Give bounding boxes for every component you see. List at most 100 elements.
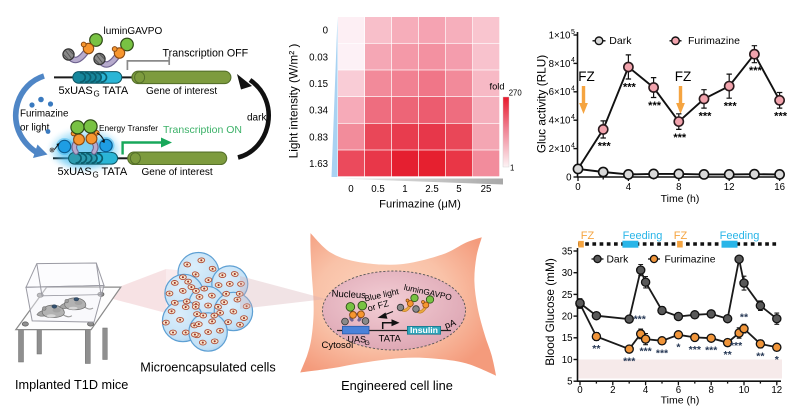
svg-text:Energy Transfer: Energy Transfer [99,123,158,133]
svg-text:***: *** [774,111,788,123]
svg-text:Time (h): Time (h) [661,395,700,407]
svg-text:6×10: 6×10 [549,87,571,98]
svg-text:4: 4 [626,182,632,193]
svg-text:dark: dark [247,113,267,124]
svg-text:8: 8 [676,182,681,193]
svg-text:Insulin: Insulin [410,325,438,335]
svg-text:5: 5 [571,29,575,36]
svg-text:Microencapsulated cells: Microencapsulated cells [140,361,275,375]
svg-text:***: *** [598,141,612,153]
svg-text:1: 1 [510,164,514,173]
svg-text:4×10: 4×10 [549,116,571,127]
svg-text:Feeding: Feeding [623,230,663,242]
svg-text:12: 12 [724,182,735,193]
svg-text:2: 2 [610,385,615,396]
svg-text:***: *** [730,340,743,352]
svg-text:6: 6 [676,385,681,396]
svg-text:5xUAS: 5xUAS [59,85,93,97]
svg-text:0.5: 0.5 [371,184,384,195]
svg-text:Implanted T1D mice: Implanted T1D mice [15,378,128,392]
svg-text:Time (h): Time (h) [661,193,700,205]
svg-text:20: 20 [562,312,573,323]
svg-text:8: 8 [709,385,714,396]
svg-text:Gluc activity (RLU): Gluc activity (RLU) [535,55,549,153]
svg-text:0: 0 [348,184,354,195]
svg-text:4: 4 [571,142,575,149]
svg-text:1×10: 1×10 [549,30,571,41]
svg-text:Blood Glucose (mM): Blood Glucose (mM) [543,258,557,366]
svg-text:***: *** [749,65,763,77]
svg-text:15: 15 [562,333,573,344]
svg-text:Dark: Dark [609,35,632,47]
svg-text:G: G [365,340,370,347]
svg-text:luminGAVPO: luminGAVPO [104,26,163,37]
svg-text:***: *** [623,82,637,94]
svg-text:4: 4 [571,57,575,64]
svg-text:2.5: 2.5 [425,184,438,195]
svg-text:Furimazine (μM): Furimazine (μM) [379,199,461,211]
svg-text:***: *** [623,356,636,368]
svg-text:pA: pA [443,317,458,331]
svg-text:TATA: TATA [102,166,128,178]
svg-text:Furimazine: Furimazine [688,35,740,47]
svg-text:0: 0 [323,26,329,37]
svg-text:***: *** [648,100,662,112]
svg-text:***: *** [699,111,713,123]
svg-text:**: ** [740,312,749,324]
svg-text:**: ** [724,349,733,361]
svg-text:0.83: 0.83 [309,132,328,143]
svg-text:Light intensity (W/m² ): Light intensity (W/m² ) [287,44,301,159]
svg-text:Transcription ON: Transcription ON [163,124,242,136]
svg-text:Cytosol: Cytosol [322,340,354,351]
svg-text:4: 4 [643,385,649,396]
svg-text:Furimazine: Furimazine [665,255,716,266]
svg-text:Gene of interest: Gene of interest [142,167,213,178]
svg-text:FZ: FZ [581,230,595,242]
svg-text:35: 35 [562,246,573,257]
svg-text:Gene of interest: Gene of interest [146,86,217,97]
svg-text:25: 25 [562,290,573,301]
svg-text:5: 5 [456,184,461,195]
svg-text:FZ: FZ [675,69,692,84]
svg-text:Feeding: Feeding [720,230,760,242]
svg-text:Engineered cell line: Engineered cell line [341,378,453,393]
svg-text:5xUAS: 5xUAS [58,166,92,178]
svg-text:TATA: TATA [379,334,402,345]
svg-text:8×10: 8×10 [549,59,571,70]
svg-text:25: 25 [481,184,492,195]
svg-text:30: 30 [562,268,573,279]
svg-text:10: 10 [739,385,750,396]
svg-text:0.03: 0.03 [309,52,328,63]
svg-text:**: ** [592,343,601,355]
svg-text:**: ** [756,350,765,362]
svg-text:*: * [676,341,681,353]
svg-text:***: *** [724,101,738,113]
svg-text:270: 270 [509,88,523,97]
svg-text:***: *** [639,346,652,358]
svg-text:0: 0 [577,385,583,396]
svg-text:***: *** [673,132,687,144]
svg-text:Furimazine: Furimazine [20,109,69,120]
svg-text:FZ: FZ [674,230,688,242]
svg-text:0: 0 [566,172,572,183]
svg-text:Transcription OFF: Transcription OFF [163,48,249,60]
svg-text:G: G [94,90,100,99]
svg-text:0.15: 0.15 [309,79,328,90]
svg-text:Nucleus: Nucleus [331,289,366,302]
svg-text:***: *** [634,314,647,326]
svg-text:16: 16 [774,182,785,193]
svg-text:1.63: 1.63 [309,159,328,170]
svg-text:0.34: 0.34 [309,106,328,117]
svg-text:4: 4 [571,86,575,93]
svg-text:5: 5 [567,377,572,388]
svg-text:10: 10 [562,355,573,366]
svg-text:Dark: Dark [607,255,630,266]
svg-text:0: 0 [575,182,581,193]
svg-text:fold: fold [490,81,505,91]
svg-text:1: 1 [402,184,407,195]
svg-text:G: G [93,171,99,180]
svg-text:4: 4 [571,114,575,121]
svg-text:***: *** [656,347,669,359]
svg-text:*: * [775,354,780,366]
svg-text:12: 12 [771,385,782,396]
